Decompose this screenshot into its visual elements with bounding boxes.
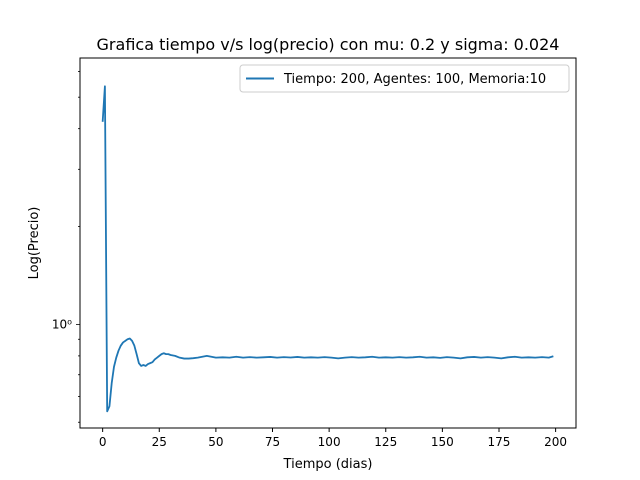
legend-box <box>239 64 570 93</box>
axes-frame <box>79 57 577 429</box>
x-tick-label: 0 <box>99 435 107 449</box>
series-line-0 <box>101 85 554 413</box>
legend-label-series-0: Tiempo: 200, Agentes: 100, Memoria:10 <box>283 72 546 87</box>
legend: Tiempo: 200, Agentes: 100, Memoria:10 <box>239 64 570 93</box>
y-axis-label: Log(Precio) <box>27 207 42 280</box>
x-tick-label: 25 <box>152 435 167 449</box>
x-axis-label: Tiempo (dias) <box>283 457 373 472</box>
x-tick-label: 100 <box>318 435 341 449</box>
y-axis-ticks: 10⁰ <box>52 71 80 423</box>
x-tick-label: 200 <box>544 435 567 449</box>
x-tick-label: 175 <box>488 435 511 449</box>
y-tick-label: 10⁰ <box>52 317 72 331</box>
x-tick-label: 75 <box>265 435 280 449</box>
chart-title: Grafica tiempo v/s log(precio) con mu: 0… <box>97 35 560 54</box>
plot-area <box>101 85 554 413</box>
x-tick-label: 50 <box>208 435 223 449</box>
x-tick-label: 125 <box>374 435 397 449</box>
x-axis-ticks: 0 25 50 75 100 125 150 175 200 <box>99 428 567 449</box>
x-tick-label: 150 <box>431 435 454 449</box>
